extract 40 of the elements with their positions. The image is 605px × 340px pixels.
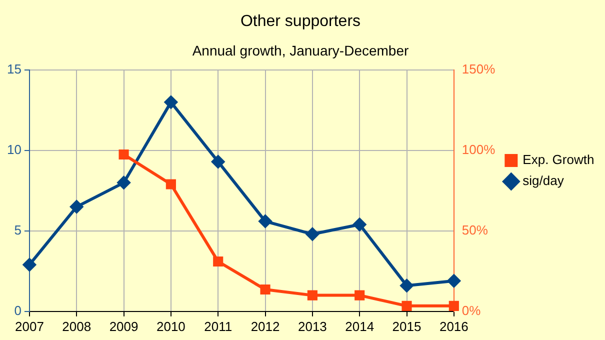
point [448, 300, 459, 311]
point [402, 300, 412, 311]
point [164, 96, 178, 109]
x-tick-label: 2013 [298, 318, 327, 334]
y2-tick-label: 100% [462, 142, 496, 158]
legend-label: Exp. Growth [522, 152, 594, 168]
chart-subtitle: Annual growth, January-December [192, 42, 409, 58]
point [353, 218, 366, 231]
point [354, 290, 365, 300]
point [213, 256, 224, 267]
x-tick-label: 2009 [109, 318, 138, 334]
chart-title: Other supporters [240, 13, 361, 30]
legend-label: sig/day [522, 173, 564, 188]
x-tick-label: 2008 [62, 318, 92, 334]
y-tick-label: 15 [6, 62, 22, 77]
x-tick-label: 2015 [392, 318, 422, 334]
point [70, 200, 84, 214]
y-tick-label: 10 [6, 142, 22, 158]
y-tick-label: 0 [14, 302, 22, 318]
point [307, 290, 318, 300]
x-tick-label: 2014 [345, 318, 374, 334]
point [258, 214, 272, 228]
y2-tick-label: 50% [462, 222, 488, 238]
x-tick-label: 2012 [250, 318, 280, 334]
point [118, 149, 129, 160]
point [117, 176, 130, 190]
x-tick-label: 2007 [15, 318, 44, 334]
point [400, 279, 414, 292]
point [166, 179, 176, 190]
point [447, 274, 460, 288]
point [306, 228, 319, 241]
y2-tick-label: 0% [462, 302, 482, 318]
point [260, 284, 270, 295]
y-tick-label: 5 [14, 222, 22, 238]
point [212, 155, 225, 168]
x-tick-label: 2016 [439, 318, 468, 334]
x-tick-label: 2010 [156, 318, 186, 334]
y2-tick-label: 150% [462, 62, 496, 77]
x-tick-label: 2011 [204, 318, 232, 334]
point [22, 258, 36, 272]
